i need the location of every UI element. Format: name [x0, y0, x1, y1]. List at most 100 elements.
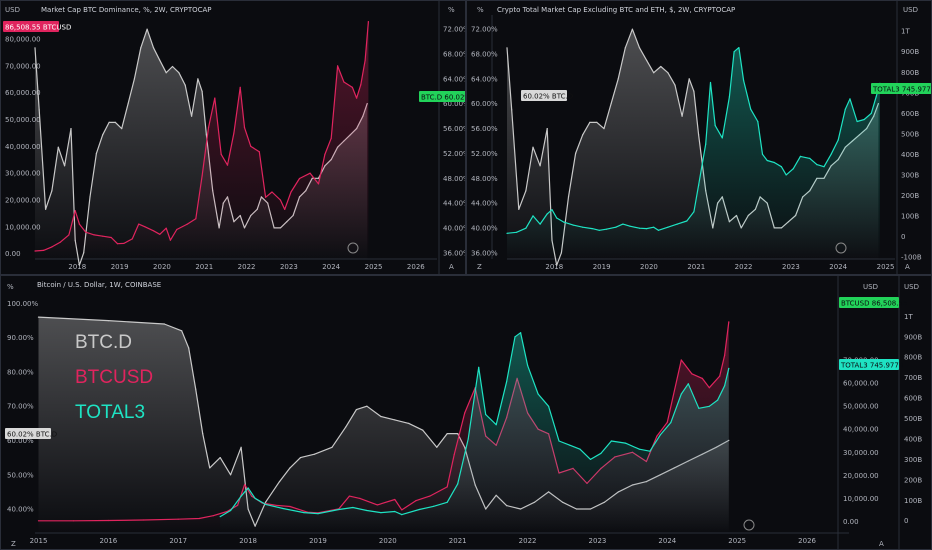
data-point — [532, 146, 534, 148]
data-point — [380, 415, 382, 418]
x-tick-label-2020: 2020 — [640, 263, 658, 271]
data-point — [773, 161, 775, 164]
left-tick-80.00%: 80.00% — [7, 368, 34, 376]
data-point — [520, 332, 522, 334]
data-point — [338, 508, 340, 511]
data-point — [649, 450, 651, 452]
data-point — [110, 236, 112, 239]
chart-title: Bitcoin / U.S. Dollar, 1W, COINBASE — [37, 281, 161, 289]
data-point — [785, 174, 787, 176]
data-point — [575, 152, 577, 154]
x-tick-label-2023: 2023 — [782, 263, 800, 271]
data-point — [201, 175, 203, 177]
data-point — [589, 121, 591, 123]
data-point — [140, 47, 142, 49]
right2-tick-700B: 700B — [904, 374, 922, 382]
data-point — [289, 505, 291, 508]
right2-tick-800B: 800B — [904, 354, 922, 362]
data-point — [177, 518, 179, 520]
data-point — [298, 177, 301, 180]
data-point — [45, 208, 47, 210]
data-point — [107, 519, 109, 522]
x-tick-label-2019: 2019 — [111, 263, 129, 271]
x-tick-label-2024: 2024 — [658, 537, 676, 545]
data-point — [348, 495, 350, 497]
data-point — [539, 165, 541, 167]
data-point — [792, 168, 794, 170]
data-point — [622, 223, 624, 225]
left-tick-72.00%: 72.00% — [471, 26, 498, 34]
data-point — [202, 433, 204, 435]
data-point — [537, 393, 539, 395]
data-point — [317, 183, 320, 185]
right-tick--100B: -100B — [901, 253, 922, 261]
left-tick-40.00%: 40.00% — [7, 506, 34, 514]
data-point — [178, 72, 180, 74]
badge-total3-bg — [871, 83, 931, 94]
right-tick-56.00%: 56.00% — [443, 125, 466, 133]
chart-pane-btc-dominance[interactable]: 2018 2019 2020 2021 2022 2023 2024 2025 2026 80,0… — [0, 0, 466, 275]
series-area-total3 — [220, 332, 729, 533]
data-point — [209, 467, 211, 469]
left-tick-60.00%: 60.00% — [7, 437, 34, 445]
badge-total3-bg — [839, 359, 899, 370]
data-point — [201, 90, 203, 92]
corner-label-right: % — [448, 6, 455, 14]
data-point — [74, 210, 76, 212]
data-point — [364, 59, 366, 62]
data-point — [761, 153, 764, 155]
data-point — [299, 457, 302, 459]
data-point — [116, 243, 119, 245]
x-tick-label-2018: 2018 — [68, 263, 86, 271]
data-point — [514, 336, 516, 338]
data-point — [219, 457, 221, 459]
data-point — [709, 81, 712, 84]
data-point — [656, 435, 658, 437]
corner-label-right: USD — [863, 283, 878, 291]
data-point — [464, 412, 466, 414]
data-point — [691, 373, 693, 375]
chart-pane-total3[interactable]: 2018 2019 2020 2021 2022 2023 2024 2025 72.00% 68… — [466, 0, 932, 275]
data-point — [376, 504, 378, 506]
data-point — [546, 213, 548, 215]
left-tick-36.00%: 36.00% — [471, 249, 498, 257]
left-tick-100.00%: 100.00% — [7, 300, 38, 308]
data-point — [653, 72, 655, 74]
right-tick-0: 0 — [901, 233, 905, 241]
x-tick-label-2019: 2019 — [593, 263, 611, 271]
data-point — [603, 128, 605, 130]
series-area-btc-d — [38, 317, 729, 533]
data-point — [359, 497, 361, 499]
series-area-total3 — [507, 47, 880, 259]
right-tick-68.00%: 68.00% — [443, 51, 466, 59]
data-point — [532, 215, 534, 217]
left-tick-60.00%: 60.00% — [471, 100, 498, 108]
badge-btcd: BTC.D 60.02% — [421, 94, 466, 102]
right-tick-400B: 400B — [901, 151, 919, 159]
data-point — [138, 223, 140, 225]
data-point — [738, 47, 740, 49]
data-point — [317, 177, 320, 179]
chart-title: Market Cap BTC Dominance, %, 2W, CRYPTOC… — [41, 6, 212, 14]
left-tick-52.00%: 52.00% — [471, 150, 498, 158]
data-point — [624, 442, 627, 444]
data-point — [582, 134, 584, 136]
right-tick-72.00%: 72.00% — [443, 26, 466, 34]
data-point — [195, 218, 197, 220]
data-point — [165, 72, 167, 74]
left-tick-70,000.00: 70,000.00 — [5, 62, 41, 70]
data-point — [670, 422, 672, 424]
chart-pane-btcusd[interactable]: 2015 2016 2017 2018 2019 2020 2021 2022 2023 2024… — [0, 275, 932, 550]
right-tick-500B: 500B — [901, 130, 919, 138]
data-point — [184, 84, 186, 86]
data-point — [680, 393, 682, 395]
data-point — [95, 152, 97, 154]
data-point — [511, 109, 513, 111]
data-point — [186, 223, 188, 225]
data-point — [591, 228, 593, 230]
right-tick-800B: 800B — [901, 69, 919, 77]
data-point — [72, 520, 74, 522]
x-tick-label-2021: 2021 — [449, 537, 467, 545]
data-point — [605, 228, 607, 230]
right-tick-52.00%: 52.00% — [443, 150, 466, 158]
